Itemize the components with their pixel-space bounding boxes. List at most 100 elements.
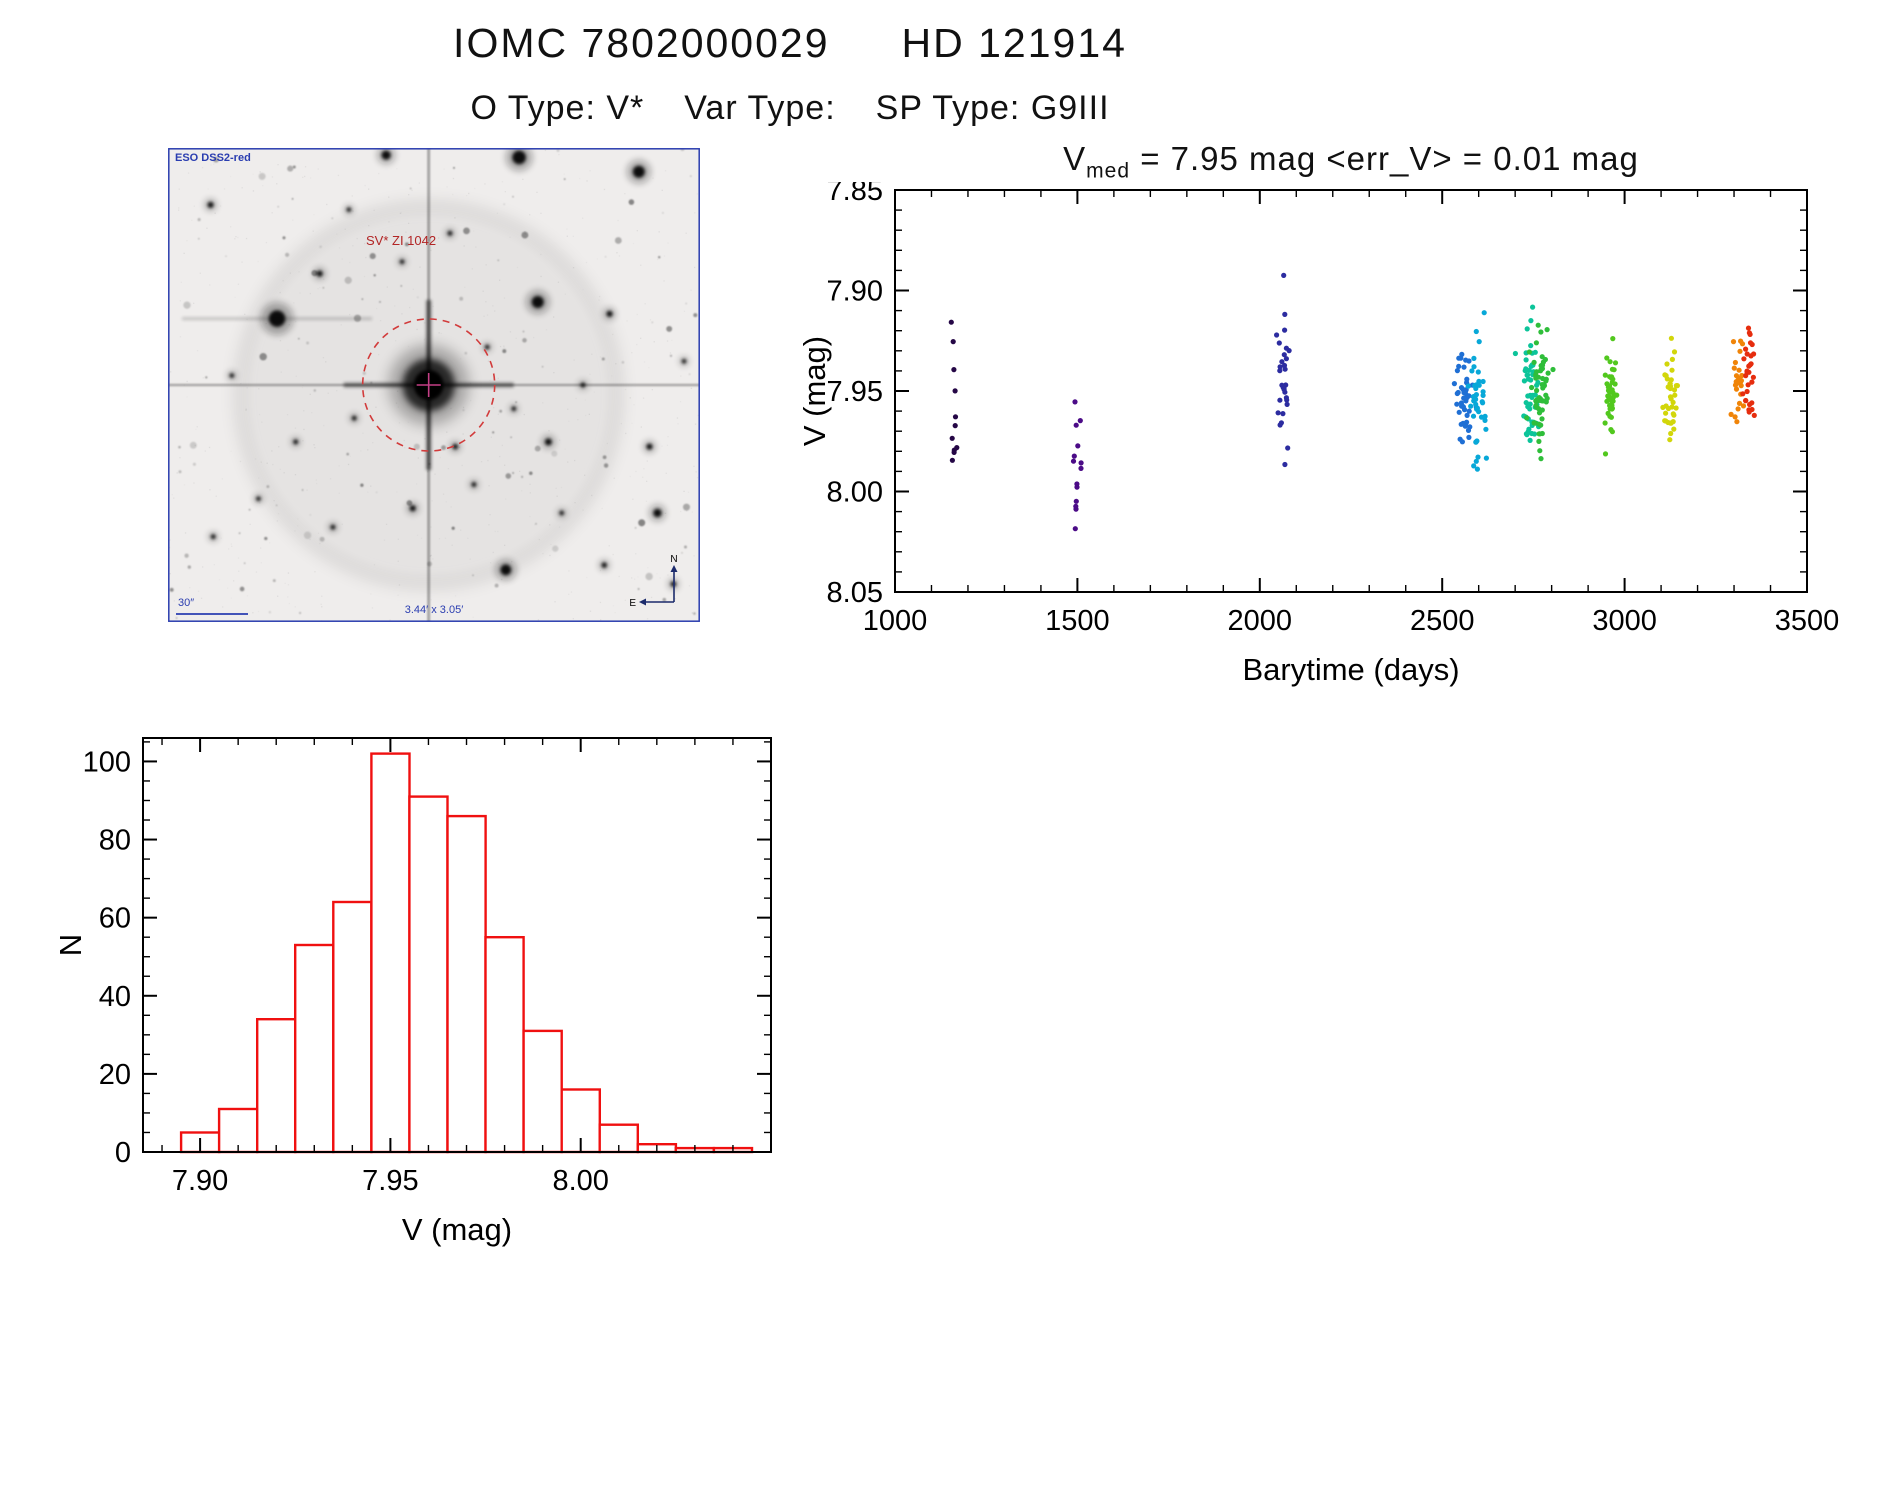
data-point: [1741, 356, 1747, 362]
star: [291, 198, 294, 200]
vmed-symbol: V: [1063, 140, 1087, 177]
star: [225, 255, 227, 257]
data-point: [1671, 349, 1678, 355]
data-point: [1474, 466, 1480, 472]
data-point: [1732, 359, 1738, 366]
star: [662, 597, 667, 602]
data-point: [1671, 387, 1678, 393]
star: [556, 149, 560, 152]
data-point: [1746, 330, 1752, 336]
star: [331, 217, 334, 220]
star: [409, 187, 412, 190]
star: [375, 491, 378, 494]
star: [248, 508, 251, 511]
data-point: [1534, 387, 1540, 394]
star: [178, 445, 181, 449]
data-point: [1740, 403, 1747, 409]
data-point: [1472, 396, 1478, 402]
star: [299, 611, 302, 615]
data-point: [1736, 400, 1743, 406]
data-point: [1282, 461, 1288, 468]
data-point: [1078, 465, 1084, 471]
data-point: [1078, 460, 1084, 466]
data-point: [1533, 372, 1539, 378]
data-point: [1751, 412, 1757, 418]
star: [511, 406, 517, 412]
vmed-subscript: med: [1086, 159, 1131, 183]
data-point: [1538, 456, 1544, 462]
star: [197, 218, 201, 222]
data-point: [1738, 338, 1744, 344]
data-point: [1070, 458, 1077, 464]
data-point: [1483, 455, 1489, 461]
data-point: [1280, 411, 1286, 417]
data-point: [1481, 310, 1487, 316]
data-point: [1281, 352, 1287, 358]
data-point: [1730, 339, 1737, 345]
data-point: [1609, 429, 1615, 435]
data-point: [1733, 379, 1739, 385]
data-point: [1608, 375, 1614, 381]
data-point: [1284, 401, 1290, 407]
data-point: [1669, 367, 1675, 373]
star: [256, 496, 261, 502]
data-point: [1458, 421, 1464, 427]
data-point: [1277, 368, 1283, 374]
star: [413, 443, 420, 450]
target-designation-label: SV* ZI 1042: [366, 233, 437, 248]
data-point: [1468, 403, 1474, 409]
data-point: [1743, 373, 1749, 379]
data-point: [952, 388, 958, 394]
star: [512, 472, 514, 474]
star: [416, 296, 419, 299]
y-tick-label: 20: [99, 1059, 131, 1091]
star: [447, 230, 453, 236]
data-point: [1524, 372, 1530, 378]
data-point: [1668, 430, 1674, 437]
star: [500, 564, 512, 576]
star: [379, 301, 381, 303]
y-tick-label: 8.05: [827, 577, 883, 609]
star: [313, 389, 317, 392]
star: [459, 296, 464, 301]
fov-label: 3.44′ x 3.05′: [404, 604, 464, 616]
star: [264, 536, 268, 541]
data-point: [1532, 349, 1538, 355]
star: [316, 270, 323, 277]
data-point: [949, 435, 955, 441]
compass-east-arrowhead: [639, 598, 646, 606]
star: [187, 565, 191, 569]
star: [360, 483, 364, 487]
data-point: [1074, 481, 1080, 487]
star: [282, 236, 286, 240]
data-point: [1674, 383, 1680, 389]
star: [535, 523, 537, 525]
compass-north-arrowhead: [670, 565, 678, 572]
data-point: [1749, 379, 1755, 385]
data-point: [1470, 413, 1477, 419]
star: [484, 344, 490, 350]
data-point: [1278, 420, 1284, 426]
x-axis-title: V (mag): [402, 1212, 512, 1247]
data-point: [1528, 343, 1534, 349]
y-tick-label: 60: [99, 903, 131, 935]
star: [451, 526, 455, 530]
star: [346, 452, 350, 456]
y-tick-label: 7.95: [827, 376, 883, 408]
data-point: [1744, 388, 1750, 395]
data-point: [1277, 364, 1283, 370]
data-point: [1073, 498, 1079, 504]
x-tick-label: 2500: [1410, 605, 1475, 637]
data-point: [1512, 350, 1518, 357]
data-point: [1602, 372, 1608, 378]
data-point: [1533, 402, 1539, 408]
x-tick-label: 2000: [1228, 605, 1293, 637]
star: [277, 205, 280, 208]
data-point: [1530, 304, 1536, 310]
star: [205, 376, 208, 379]
star: [637, 588, 640, 590]
data-point: [1743, 346, 1749, 352]
lightcurve-panel: Vmed = 7.95 mag <err_V> = 0.01 mag 1000 1…: [795, 140, 1860, 720]
data-point: [1279, 359, 1285, 365]
